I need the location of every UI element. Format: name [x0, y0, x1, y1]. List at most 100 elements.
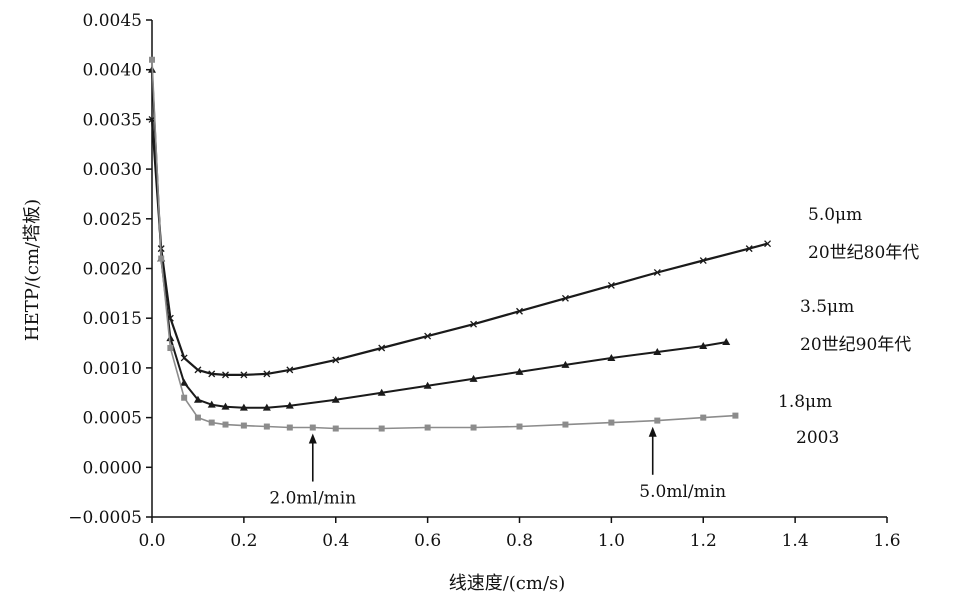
data-point-triangle-marker	[285, 401, 294, 409]
data-point-triangle-marker	[607, 353, 616, 361]
y-tick-label: −0.0005	[68, 508, 142, 528]
series-label-1: 5.0μm 20世纪80年代	[808, 205, 919, 263]
data-point-square-marker	[378, 425, 385, 432]
data-point-x-marker	[561, 294, 569, 302]
x-tick-label: 1.2	[690, 531, 717, 551]
data-point-square-marker	[158, 255, 165, 262]
data-point-x-marker	[516, 307, 523, 315]
data-point-square-marker	[222, 421, 229, 428]
annotation-arrow-head	[648, 426, 657, 437]
data-point-square-marker	[181, 394, 188, 401]
data-point-x-marker	[208, 370, 216, 378]
data-point-x-marker	[424, 332, 432, 340]
data-point-triangle-marker	[377, 388, 386, 396]
data-point-square-marker	[240, 422, 247, 429]
data-point-triangle-marker	[221, 402, 230, 410]
data-point-triangle-marker	[331, 395, 340, 403]
data-point-square-marker	[332, 425, 339, 432]
series-line	[151, 69, 727, 409]
data-point-square-marker	[167, 345, 174, 352]
series-labels: 5.0μm 20世纪80年代 3.5μm 20世纪90年代 1.8μm 2003	[778, 205, 919, 448]
series-line	[150, 119, 768, 376]
series-3	[149, 56, 739, 432]
data-point-triangle-marker	[262, 403, 271, 411]
y-axis-title: HETP/(cm/塔板)	[22, 199, 43, 341]
annotations: 2.0ml/min 5.0ml/min	[269, 426, 726, 509]
flow-rate-annotation: 5.0ml/min	[639, 426, 726, 502]
data-point-triangle-marker	[699, 342, 708, 350]
series-label-line: 3.5μm	[800, 297, 854, 317]
x-tick-label: 1.0	[598, 531, 625, 551]
series-label-2: 3.5μm 20世纪90年代	[800, 297, 911, 355]
data-point-x-marker	[222, 371, 229, 379]
x-tick-label: 0.6	[414, 531, 441, 551]
flow-rate-annotation: 2.0ml/min	[269, 433, 356, 509]
y-tick-label: 0.0005	[83, 409, 142, 429]
data-point-triangle-marker	[207, 400, 216, 408]
data-point-square-marker	[194, 414, 201, 421]
data-point-triangle-marker	[515, 367, 524, 375]
x-tick-label: 0.4	[322, 531, 349, 551]
data-point-x-marker	[240, 371, 248, 379]
series-label-line: 5.0μm	[808, 205, 862, 225]
y-tick-label: 0.0030	[83, 160, 142, 180]
data-point-square-marker	[309, 424, 316, 431]
x-tick-label: 0.0	[138, 531, 165, 551]
data-point-triangle-marker	[561, 360, 570, 368]
y-tick-label: 0.0000	[83, 458, 142, 478]
y-tick-label: 0.0025	[83, 210, 142, 230]
data-point-triangle-marker	[166, 334, 175, 342]
annotation-label: 2.0ml/min	[269, 489, 356, 509]
data-point-x-marker	[332, 356, 340, 364]
data-point-x-marker	[745, 245, 753, 253]
data-point-triangle-marker	[193, 395, 202, 403]
data-point-x-marker	[286, 366, 294, 374]
series-line	[151, 59, 736, 430]
series-1	[148, 115, 772, 379]
data-point-triangle-marker	[239, 403, 248, 411]
data-point-triangle-marker	[180, 378, 189, 386]
y-tick-label: 0.0045	[83, 11, 142, 31]
x-tick-label: 1.6	[873, 531, 900, 551]
x-tick-label: 0.2	[230, 531, 257, 551]
data-point-x-marker	[470, 320, 478, 328]
data-point-square-marker	[208, 419, 215, 426]
y-tick-label: 0.0015	[83, 309, 142, 329]
data-point-x-marker	[653, 269, 661, 276]
data-point-square-marker	[516, 423, 523, 430]
data-point-square-marker	[700, 414, 707, 421]
data-point-square-marker	[732, 412, 739, 419]
series-2	[148, 65, 731, 411]
y-tick-label: 0.0010	[83, 359, 142, 379]
axes	[151, 20, 887, 518]
data-point-triangle-marker	[653, 347, 662, 355]
x-axis-title: 线速度/(cm/s)	[449, 573, 566, 594]
data-point-x-marker	[378, 344, 386, 352]
x-tick-label: 1.4	[782, 531, 809, 551]
annotation-arrow-head	[308, 433, 317, 444]
data-point-x-marker	[764, 240, 772, 248]
data-point-square-marker	[149, 56, 155, 63]
y-tick-label: 0.0020	[83, 260, 142, 280]
data-point-square-marker	[654, 417, 661, 424]
x-tick-label: 0.8	[506, 531, 533, 551]
data-point-triangle-marker	[423, 381, 432, 389]
data-point-x-marker	[263, 370, 271, 378]
series-label-line: 2003	[796, 428, 839, 448]
y-tick-label: 0.0040	[83, 61, 142, 81]
y-ticks: −0.0005 0.0000 0.0005 0.0010 0.0015 0.0020 0.0…	[68, 11, 152, 528]
annotation-label: 5.0ml/min	[639, 482, 726, 502]
data-point-x-marker	[607, 281, 615, 289]
data-point-square-marker	[562, 421, 569, 428]
series-layer	[148, 56, 772, 432]
y-tick-label: 0.0035	[83, 110, 142, 130]
series-label-line: 20世纪90年代	[800, 335, 911, 355]
data-point-x-marker	[194, 366, 202, 374]
data-point-square-marker	[608, 419, 615, 426]
data-point-x-marker	[699, 257, 707, 265]
data-point-square-marker	[424, 424, 431, 431]
data-point-x-marker	[180, 354, 188, 362]
series-label-line: 20世纪80年代	[808, 243, 919, 263]
x-ticks: 0.0 0.2 0.4 0.6 0.8 1.0 1.2 1.4 1.6	[138, 517, 901, 551]
